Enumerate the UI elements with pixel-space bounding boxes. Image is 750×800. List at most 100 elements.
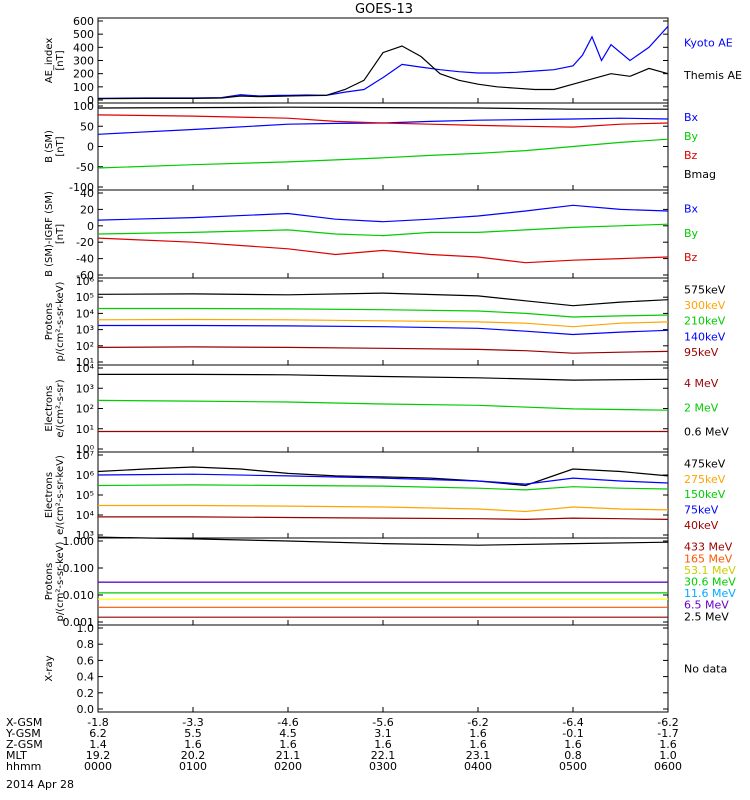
legend-label: Bx xyxy=(684,202,699,215)
plot-title: GOES-13 xyxy=(355,2,413,17)
y-axis-label: AE_index xyxy=(44,38,55,84)
y-tick-label: 1.0 xyxy=(77,622,95,635)
legend-label: 2.5 MeV xyxy=(684,610,729,623)
legend-label: 575keV xyxy=(684,284,726,297)
y-tick-label: 10⁷ xyxy=(76,449,94,462)
series-line-95keV xyxy=(97,346,669,354)
series-line-0.6-MeV xyxy=(98,373,669,381)
y-tick-label: 10¹ xyxy=(76,423,94,436)
y-axis-label: p/(cm²-s-sr-keV) xyxy=(55,541,66,621)
panel-5: 10⁰ 10¹ 10² 10³ 10⁴ Electrons e/(cm²-s-sr) 4 Me… xyxy=(44,362,729,456)
y-tick-label: 0 xyxy=(87,94,94,107)
y-tick-label: 0.2 xyxy=(77,687,95,700)
table-cell: 22.1 xyxy=(371,749,396,762)
legend-label: Bx xyxy=(684,111,699,124)
legend-label: 30.6 MeV xyxy=(684,576,736,589)
y-tick-label: 10³ xyxy=(76,324,94,337)
y-tick-label: 10⁶ xyxy=(76,275,95,288)
series-line-Bz xyxy=(97,237,669,264)
table-cell: 21.1 xyxy=(276,749,301,762)
y-axis-label: p/(cm²-s-sr-keV) xyxy=(55,281,66,361)
legend-label: 40keV xyxy=(684,519,719,532)
y-tick-label: 10⁴ xyxy=(76,307,95,320)
table-cell: 5.5 xyxy=(184,727,202,740)
legend-label: 11.6 MeV xyxy=(684,587,736,600)
series-line-Bmag xyxy=(97,106,668,110)
legend-label: Themis AE xyxy=(683,69,742,82)
table-cell: -3.3 xyxy=(182,716,203,729)
table-cell: 0100 xyxy=(179,760,207,773)
no-data-label: No data xyxy=(684,663,727,676)
table-cell: -6.2 xyxy=(467,716,488,729)
legend-label: By xyxy=(684,130,699,143)
series-line-Bx xyxy=(97,117,669,135)
legend-label: 6.5 MeV xyxy=(684,599,729,612)
series-line-Bx xyxy=(97,204,669,223)
legend-label: Bz xyxy=(684,251,698,264)
panel-7: 0.001 0.010 0.100 1.000 Protons p/(cm²-s-sr-k… xyxy=(44,535,736,629)
y-tick-label: 10³ xyxy=(76,529,94,542)
legend-label: 53.1 MeV xyxy=(684,564,736,577)
y-axis-label: e/(cm²-s-sr-keV) xyxy=(55,455,66,535)
y-tick-label: 10² xyxy=(76,403,94,416)
legend-label: 275keV xyxy=(684,473,726,486)
table-cell: -1.8 xyxy=(87,716,108,729)
y-axis-label: Electrons xyxy=(44,472,55,518)
table-row-label: hhmm xyxy=(6,760,41,773)
table-cell: 0200 xyxy=(274,760,302,773)
panel-6: 10³ 10⁴ 10⁵ 10⁶ 10⁷ Electrons e/(cm²-s-sr-keV)… xyxy=(44,449,726,542)
y-tick-label: 0 xyxy=(87,220,94,233)
y-tick-label: 0.8 xyxy=(77,638,95,651)
time-axis-table: X-GSM -1.8 -3.3 -4.6 -5.6 -6.2 -6.4 -6.2 Y-GSM 6.… xyxy=(5,716,682,773)
y-axis-label: [nT] xyxy=(55,136,66,156)
series-line-Themis-AE xyxy=(97,45,669,100)
legend-label: 210keV xyxy=(684,315,726,328)
y-tick-label: 400 xyxy=(73,41,94,54)
y-axis-label: e/(cm²-s-sr) xyxy=(55,379,66,437)
panel-4: 10¹ 10² 10³ 10⁴ 10⁵ 10⁶ Protons p/(cm²-s-sr-keV… xyxy=(44,275,726,369)
table-cell: 20.2 xyxy=(181,749,206,762)
series-line-2-MeV xyxy=(97,399,669,411)
y-tick-label: 20 xyxy=(80,203,94,216)
legend-label: Bmag xyxy=(684,168,716,181)
y-tick-label: 200 xyxy=(73,68,94,81)
legend-label: 150keV xyxy=(684,488,726,501)
series-line-75keV xyxy=(97,473,669,485)
table-cell: 1.6 xyxy=(184,738,202,751)
date-label: 2014 Apr 28 xyxy=(6,778,74,791)
series-line-2.5-MeV xyxy=(97,536,669,546)
y-tick-label: 10⁴ xyxy=(76,509,95,522)
legend-label: 165 MeV xyxy=(684,552,733,565)
y-tick-label: 10⁵ xyxy=(76,291,94,304)
y-tick-label: -100 xyxy=(69,181,94,194)
table-cell: 0400 xyxy=(464,760,492,773)
legend-label: 95keV xyxy=(684,346,719,359)
y-axis-label: X-ray xyxy=(44,655,55,681)
legend-label: 140keV xyxy=(684,330,726,343)
table-cell: 1.6 xyxy=(469,738,487,751)
y-tick-label: 0.010 xyxy=(63,589,95,602)
series-line-300keV xyxy=(97,318,669,328)
legend-label: 300keV xyxy=(684,299,726,312)
table-cell: 0.8 xyxy=(564,749,582,762)
series-line-By xyxy=(97,223,669,237)
table-cell: 0600 xyxy=(654,760,682,773)
table-cell: 19.2 xyxy=(86,749,111,762)
table-cell: 0500 xyxy=(559,760,587,773)
panel-8: 0.0 0.2 0.4 0.6 0.8 1.0 X-ray No data xyxy=(44,622,727,716)
y-tick-label: 50 xyxy=(80,120,94,133)
panel-3: -60 -40 -20 0 20 40 B (SM)-IGRF (SM) [nT] Bx By Bz xyxy=(44,187,699,282)
table-cell: -0.1 xyxy=(562,727,583,740)
table-cell: -6.2 xyxy=(657,716,678,729)
series-line-140keV xyxy=(98,324,669,336)
table-row-label: Z-GSM xyxy=(6,738,43,751)
table-cell: -1.7 xyxy=(657,727,678,740)
legend-label: 2 MeV xyxy=(684,401,719,414)
y-axis-label: B (SM) xyxy=(44,130,55,163)
series-line-150keV xyxy=(97,484,669,491)
series-line-575keV xyxy=(97,292,669,307)
y-tick-label: 0.0 xyxy=(77,703,95,716)
y-tick-label: 0 xyxy=(87,141,94,154)
